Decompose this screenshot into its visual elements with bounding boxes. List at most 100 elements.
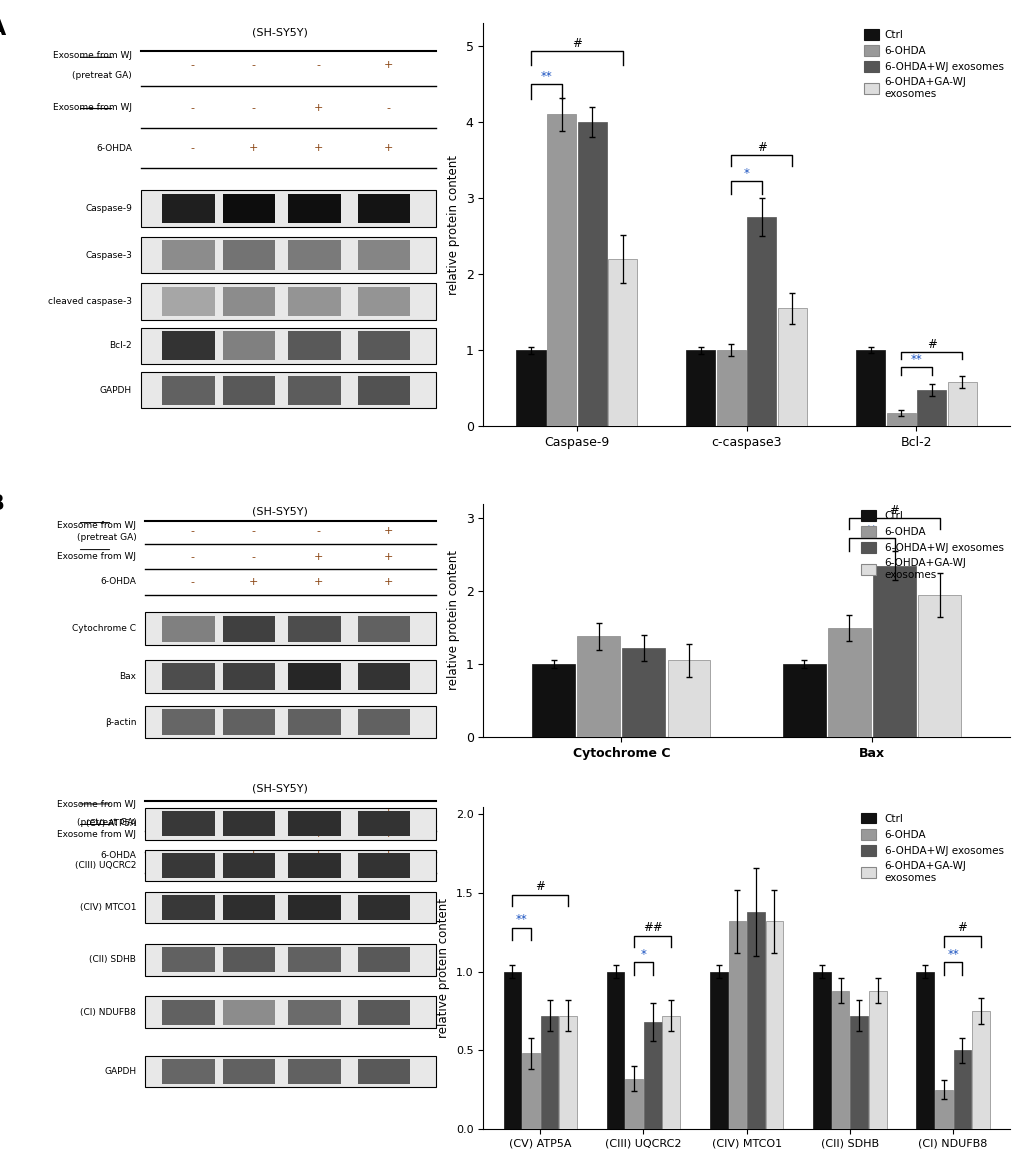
FancyBboxPatch shape (288, 1059, 340, 1084)
Bar (577, 122, 606, 426)
Text: Exosome from WJ: Exosome from WJ (57, 801, 137, 809)
FancyBboxPatch shape (223, 287, 275, 316)
Bar (607, 259, 637, 426)
Bar (868, 991, 886, 1129)
Text: (CII) SDHB: (CII) SDHB (90, 955, 137, 964)
FancyBboxPatch shape (358, 854, 410, 878)
Text: +: + (249, 143, 258, 153)
Text: -: - (252, 809, 256, 818)
Bar (643, 1022, 661, 1129)
FancyBboxPatch shape (141, 283, 436, 319)
FancyBboxPatch shape (358, 376, 410, 404)
Bar (812, 971, 830, 1129)
FancyBboxPatch shape (223, 895, 275, 920)
Text: +: + (383, 552, 392, 562)
Text: -: - (191, 577, 195, 586)
FancyBboxPatch shape (145, 945, 436, 976)
Text: +: + (383, 60, 392, 70)
Legend: Ctrl, 6-OHDA, 6-OHDA+WJ exosomes, 6-OHDA+GA-WJ
exosomes: Ctrl, 6-OHDA, 6-OHDA+WJ exosomes, 6-OHDA… (859, 509, 1004, 581)
Text: -: - (191, 526, 195, 537)
Text: -: - (252, 552, 256, 562)
Text: 6-OHDA: 6-OHDA (100, 850, 137, 859)
Text: Caspase-3: Caspase-3 (85, 250, 131, 259)
Text: +: + (383, 829, 392, 840)
Bar (746, 912, 764, 1129)
FancyBboxPatch shape (145, 1055, 436, 1087)
FancyBboxPatch shape (288, 947, 340, 972)
Text: **: ** (910, 354, 921, 366)
Bar (606, 971, 624, 1129)
FancyBboxPatch shape (162, 708, 214, 735)
FancyBboxPatch shape (162, 1059, 214, 1084)
FancyBboxPatch shape (358, 895, 410, 920)
Text: Bcl-2: Bcl-2 (109, 341, 131, 350)
FancyBboxPatch shape (145, 612, 436, 645)
Text: Exosome from WJ: Exosome from WJ (53, 51, 131, 60)
Text: -: - (191, 143, 195, 153)
Text: #: # (572, 38, 581, 51)
Text: -: - (191, 60, 195, 70)
Bar (503, 971, 521, 1129)
Text: -: - (191, 552, 195, 562)
Text: +: + (314, 577, 323, 586)
Text: **: ** (865, 524, 877, 537)
FancyBboxPatch shape (223, 1059, 275, 1084)
Text: (CI) NDUFB8: (CI) NDUFB8 (81, 1008, 137, 1016)
Y-axis label: relative protein content: relative protein content (446, 154, 460, 295)
Legend: Ctrl, 6-OHDA, 6-OHDA+WJ exosomes, 6-OHDA+GA-WJ
exosomes: Ctrl, 6-OHDA, 6-OHDA+WJ exosomes, 6-OHDA… (859, 812, 1004, 884)
Text: -: - (191, 850, 195, 861)
FancyBboxPatch shape (162, 947, 214, 972)
Text: GAPDH: GAPDH (104, 1067, 137, 1076)
FancyBboxPatch shape (162, 854, 214, 878)
Bar (917, 594, 960, 737)
Text: -: - (317, 60, 321, 70)
FancyBboxPatch shape (162, 241, 214, 270)
FancyBboxPatch shape (288, 241, 340, 270)
Bar (716, 350, 745, 426)
Text: -: - (317, 809, 321, 818)
Bar (686, 350, 714, 426)
Bar (782, 665, 825, 737)
Text: +: + (314, 829, 323, 840)
Text: -: - (191, 103, 195, 113)
Text: (CIV) MTCO1: (CIV) MTCO1 (79, 903, 137, 912)
Text: +: + (383, 809, 392, 818)
Bar (728, 922, 746, 1129)
Bar (855, 350, 884, 426)
FancyBboxPatch shape (141, 190, 436, 227)
Text: -: - (191, 809, 195, 818)
Text: (pretreat GA): (pretreat GA) (76, 818, 137, 827)
Bar (540, 1016, 557, 1129)
Text: +: + (249, 850, 258, 861)
Legend: Ctrl, 6-OHDA, 6-OHDA+WJ exosomes, 6-OHDA+GA-WJ
exosomes: Ctrl, 6-OHDA, 6-OHDA+WJ exosomes, 6-OHDA… (862, 29, 1004, 100)
FancyBboxPatch shape (358, 194, 410, 223)
Text: +: + (314, 103, 323, 113)
FancyBboxPatch shape (288, 615, 340, 642)
Text: #: # (957, 920, 966, 934)
Text: +: + (383, 850, 392, 861)
Text: -: - (252, 829, 256, 840)
Text: 6-OHDA: 6-OHDA (100, 577, 137, 586)
Text: -: - (252, 526, 256, 537)
Text: +: + (314, 552, 323, 562)
Text: β-actin: β-actin (105, 718, 137, 727)
Text: -: - (252, 60, 256, 70)
FancyBboxPatch shape (358, 947, 410, 972)
Text: **: ** (516, 914, 527, 926)
FancyBboxPatch shape (145, 660, 436, 694)
FancyBboxPatch shape (358, 664, 410, 690)
Text: Exosome from WJ: Exosome from WJ (53, 104, 131, 112)
Text: B: B (0, 493, 5, 514)
Y-axis label: relative protein content: relative protein content (446, 551, 460, 690)
Text: -: - (252, 103, 256, 113)
FancyBboxPatch shape (288, 895, 340, 920)
Text: +: + (314, 143, 323, 153)
FancyBboxPatch shape (145, 808, 436, 840)
Text: #: # (926, 339, 935, 351)
Bar (666, 660, 709, 737)
FancyBboxPatch shape (223, 194, 275, 223)
FancyBboxPatch shape (223, 708, 275, 735)
Bar (934, 1090, 952, 1129)
FancyBboxPatch shape (145, 892, 436, 923)
Bar (625, 1078, 642, 1129)
